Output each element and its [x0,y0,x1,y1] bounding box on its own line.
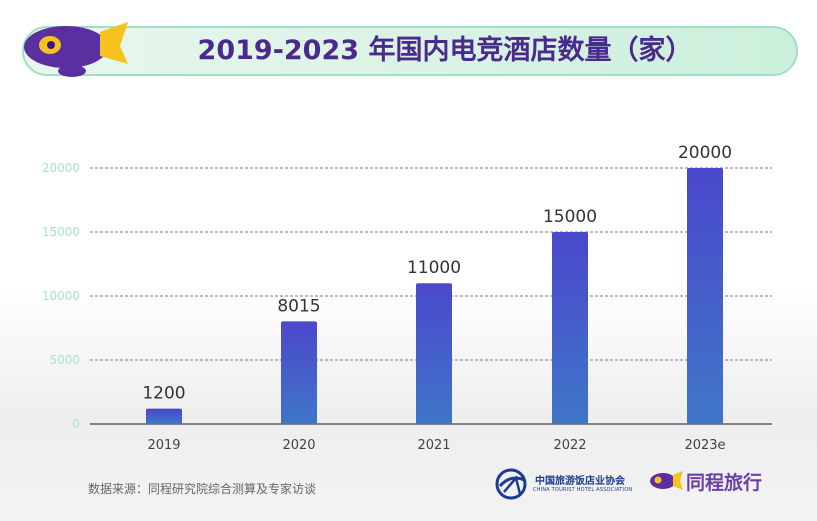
x-tick-label: 2021 [417,438,450,453]
bar-chart: 0 5000 10000 15000 20000 1200 8015 11000 15000 2… [42,143,772,453]
tongcheng-brand-name: 同程旅行 [686,472,763,494]
association-name: 中国旅游饭店业协会 [535,476,625,487]
y-tick-label: 15000 [42,225,80,239]
page-title: 2019-2023 年国内电竞酒店数量（家） [197,35,693,66]
bar-2022 [552,232,588,424]
bar-2020 [281,321,317,424]
y-tick-label: 0 [72,417,80,431]
bar-2021 [416,283,452,424]
mascot-fish-logo [24,22,128,77]
data-labels: 1200 8015 11000 15000 20000 [142,143,732,404]
bars [146,168,723,424]
x-tick-label: 2019 [147,438,180,453]
tongcheng-fish-icon [650,471,683,490]
y-tick-label: 20000 [42,161,80,175]
data-label: 15000 [543,207,597,227]
data-label: 1200 [142,384,185,404]
bar-2019 [146,408,182,424]
association-logo-icon [495,468,527,500]
x-tick-label: 2022 [553,438,586,453]
x-tick-label: 2023e [684,438,725,453]
y-tick-label: 10000 [42,289,80,303]
x-axis-ticks: 2019 2020 2021 2022 2023e [147,438,725,453]
data-source-note: 数据来源：同程研究院综合测算及专家访谈 [88,482,317,496]
y-tick-label: 5000 [49,353,80,367]
data-label: 8015 [277,296,320,316]
data-label: 11000 [407,258,461,278]
association-name-en: CHINA TOURIST HOTEL ASSOCIATION [533,487,633,493]
x-tick-label: 2020 [282,438,315,453]
bar-2023e [687,168,723,424]
y-axis-ticks: 0 5000 10000 15000 20000 [42,161,80,431]
title-banner: 2019-2023 年国内电竞酒店数量（家） [22,26,798,76]
data-label: 20000 [678,143,732,163]
